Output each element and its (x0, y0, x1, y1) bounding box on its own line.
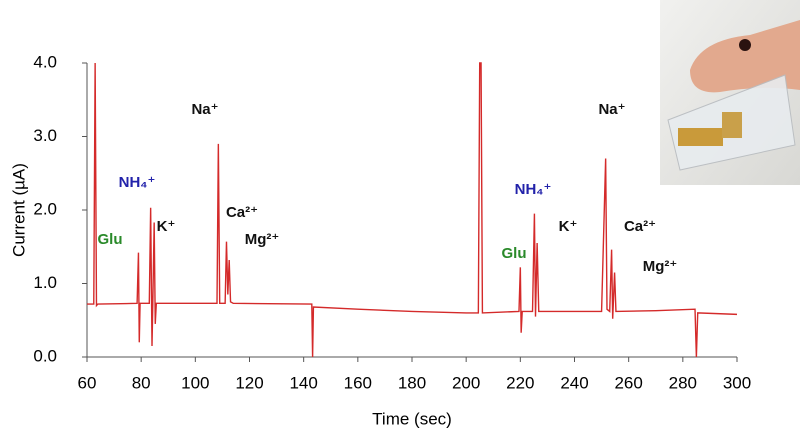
peak-label: Glu (98, 231, 123, 248)
peak-label: Glu (502, 245, 527, 262)
y-tick-label: 0.0 (33, 346, 57, 365)
x-tick-label: 60 (78, 373, 97, 392)
peak-label: Mg²⁺ (643, 258, 678, 275)
peak-label: Na⁺ (598, 101, 625, 118)
y-tick-label: 3.0 (33, 126, 57, 145)
peak-label: NH₄⁺ (515, 181, 552, 198)
y-tick-label: 4.0 (33, 52, 57, 71)
y-axis-label: Current (µA) (9, 163, 28, 257)
x-tick-label: 100 (181, 373, 209, 392)
x-tick-label: 200 (452, 373, 480, 392)
x-tick-label: 280 (669, 373, 697, 392)
peak-label: K⁺ (157, 218, 176, 235)
y-tick-label: 1.0 (33, 273, 57, 292)
x-tick-label: 80 (132, 373, 151, 392)
x-tick-label: 300 (723, 373, 751, 392)
x-tick-label: 180 (398, 373, 426, 392)
inset-photo (660, 0, 800, 185)
peak-label: NH₄⁺ (119, 174, 156, 191)
x-tick-label: 240 (560, 373, 588, 392)
x-tick-label: 140 (289, 373, 317, 392)
peak-label: Ca²⁺ (624, 218, 656, 235)
peak-label: K⁺ (559, 218, 578, 235)
y-tick-label: 2.0 (33, 199, 57, 218)
x-tick-label: 120 (235, 373, 263, 392)
x-tick-label: 160 (344, 373, 372, 392)
trace (87, 62, 738, 358)
peak-label: Na⁺ (191, 101, 218, 118)
peak-label: Mg²⁺ (245, 231, 280, 248)
x-tick-label: 220 (506, 373, 534, 392)
x-tick-label: 260 (614, 373, 642, 392)
x-axis-label: Time (sec) (372, 409, 452, 428)
peak-label: Ca²⁺ (226, 204, 258, 221)
